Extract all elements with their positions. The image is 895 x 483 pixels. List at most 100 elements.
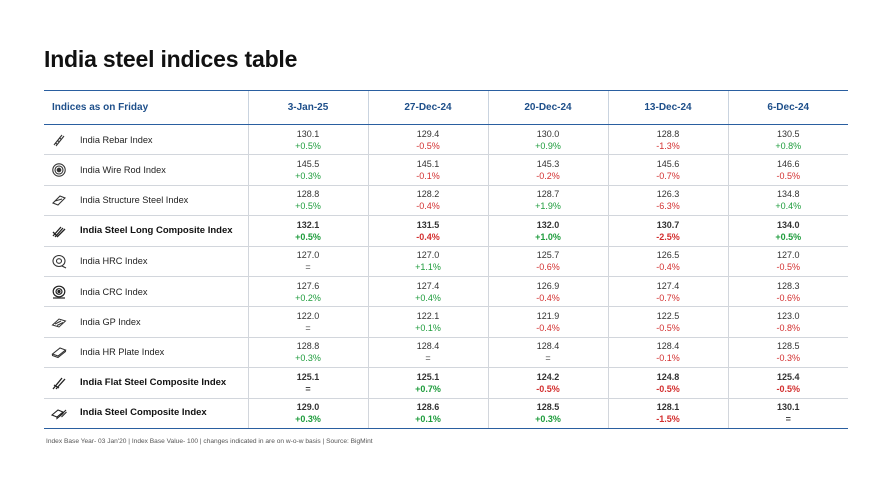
table-row: India Flat Steel Composite Index 125.1 = 12… (44, 367, 848, 399)
index-value: 128.4 (416, 341, 440, 352)
value-cell: 128.4 = (487, 337, 608, 369)
table-row: India CRC Index 127.6 +0.2% 127.4 +0.4% 126.9… (44, 276, 848, 308)
index-value: 132.0 (536, 219, 560, 230)
index-name-cell: India Steel Long Composite Index (44, 215, 248, 247)
wow-change: -0.7% (656, 292, 680, 303)
footnote: Index Base Year- 03 Jan'20 | Index Base … (46, 438, 373, 445)
header-date: 20-Dec-24 (487, 90, 608, 125)
index-value: 146.6 (776, 159, 800, 170)
wow-change: +0.4% (775, 201, 802, 212)
wow-change: -0.1% (656, 353, 680, 364)
wow-change: -0.5% (776, 171, 800, 182)
gp-sheet-icon (50, 313, 68, 331)
value-cell: 125.1 +0.7% (367, 367, 488, 399)
index-value: 128.4 (536, 341, 560, 352)
wow-change: +0.1% (415, 323, 441, 334)
wow-change: -0.2% (536, 171, 560, 182)
wow-change: +0.7% (415, 383, 441, 394)
wow-change: +0.8% (775, 140, 802, 151)
index-value: 145.1 (416, 159, 440, 170)
index-value: 128.6 (416, 402, 440, 413)
value-cell: 146.6 -0.5% (727, 154, 848, 186)
value-cell: 134.8 +0.4% (727, 185, 848, 217)
value-cell: 126.3 -6.3% (607, 185, 728, 217)
index-name: India CRC Index (80, 286, 148, 297)
wow-change: -0.5% (776, 383, 800, 394)
wow-change: +0.3% (535, 414, 561, 425)
value-cell: 128.2 -0.4% (367, 185, 488, 217)
value-cell: 123.0 -0.8% (727, 306, 848, 338)
index-name: India Structure Steel Index (80, 195, 189, 206)
index-name: India HR Plate Index (80, 347, 165, 358)
wow-change: -0.6% (536, 262, 560, 273)
wow-change: +0.9% (535, 140, 561, 151)
index-value: 126.9 (536, 280, 560, 291)
index-value: 134.8 (776, 189, 800, 200)
table-row: India Steel Composite Index 129.0 +0.3% 128… (44, 398, 848, 429)
index-value: 123.0 (776, 311, 800, 322)
index-value: 121.9 (536, 311, 560, 322)
value-cell: 145.3 -0.2% (487, 154, 608, 186)
table-row: India Wire Rod Index 145.5 +0.3% 145.1 -0.1%… (44, 154, 848, 186)
value-cell: 128.8 -1.3% (607, 124, 728, 156)
long-composite-icon (50, 222, 68, 240)
wow-change: = (305, 383, 311, 394)
index-name-cell: India Rebar Index (44, 124, 248, 156)
index-value: 122.0 (296, 311, 320, 322)
value-cell: 128.5 -0.3% (727, 337, 848, 369)
value-cell: 127.0 = (247, 246, 368, 277)
index-name-cell: India Wire Rod Index (44, 154, 248, 186)
value-cell: 134.0 +0.5% (727, 215, 848, 247)
index-value: 128.5 (536, 402, 560, 413)
wow-change: -0.4% (656, 262, 680, 273)
hrc-coil-icon (50, 252, 68, 270)
index-value: 131.5 (416, 219, 440, 230)
value-cell: 128.1 -1.5% (607, 398, 728, 429)
index-value: 130.1 (296, 128, 320, 139)
index-value: 126.5 (656, 250, 680, 261)
value-cell: 127.0 +1.1% (367, 246, 488, 277)
value-cell: 122.0 = (247, 306, 368, 338)
index-name-cell: India HRC Index (44, 246, 248, 277)
index-name-cell: India HR Plate Index (44, 337, 248, 369)
value-cell: 127.0 -0.5% (727, 246, 848, 277)
table-row: India Rebar Index 130.1 +0.5% 129.4 -0.5% 130… (44, 124, 848, 156)
value-cell: 129.4 -0.5% (367, 124, 488, 156)
value-cell: 145.6 -0.7% (607, 154, 728, 186)
wow-change: +0.3% (295, 171, 321, 182)
index-name-cell: India Flat Steel Composite Index (44, 367, 248, 399)
wow-change: = (785, 414, 791, 425)
structure-steel-icon (50, 191, 68, 209)
index-value: 145.6 (656, 159, 680, 170)
value-cell: 129.0 +0.3% (247, 398, 368, 429)
value-cell: 130.1 = (727, 398, 848, 429)
wow-change: +1.0% (535, 231, 561, 242)
wow-change: +0.3% (295, 414, 321, 425)
value-cell: 130.1 +0.5% (247, 124, 368, 156)
value-cell: 127.6 +0.2% (247, 276, 368, 308)
wow-change: +1.1% (415, 262, 441, 273)
index-value: 130.0 (536, 128, 560, 139)
index-value: 125.1 (416, 371, 440, 382)
wow-change: -0.4% (536, 323, 560, 334)
wow-change: -1.5% (656, 414, 680, 425)
value-cell: 128.8 +0.5% (247, 185, 368, 217)
index-value: 128.8 (656, 128, 680, 139)
value-cell: 125.1 = (247, 367, 368, 399)
index-value: 126.3 (656, 189, 680, 200)
index-value: 130.5 (776, 128, 800, 139)
index-name: India HRC Index (80, 256, 148, 267)
wow-change: -0.4% (536, 292, 560, 303)
wow-change: -6.3% (656, 201, 680, 212)
value-cell: 130.5 +0.8% (727, 124, 848, 156)
index-name: India Flat Steel Composite Index (80, 376, 227, 388)
table-row: India HR Plate Index 128.8 +0.3% 128.4 = 128.… (44, 337, 848, 369)
index-name: India Rebar Index (80, 134, 153, 145)
value-cell: 128.7 +1.9% (487, 185, 608, 217)
index-value: 128.5 (776, 341, 800, 352)
wow-change: -0.5% (536, 383, 560, 394)
value-cell: 122.5 -0.5% (607, 306, 728, 338)
steel-composite-icon (50, 404, 68, 422)
wow-change: -0.4% (416, 231, 440, 242)
wow-change: -0.1% (416, 171, 440, 182)
